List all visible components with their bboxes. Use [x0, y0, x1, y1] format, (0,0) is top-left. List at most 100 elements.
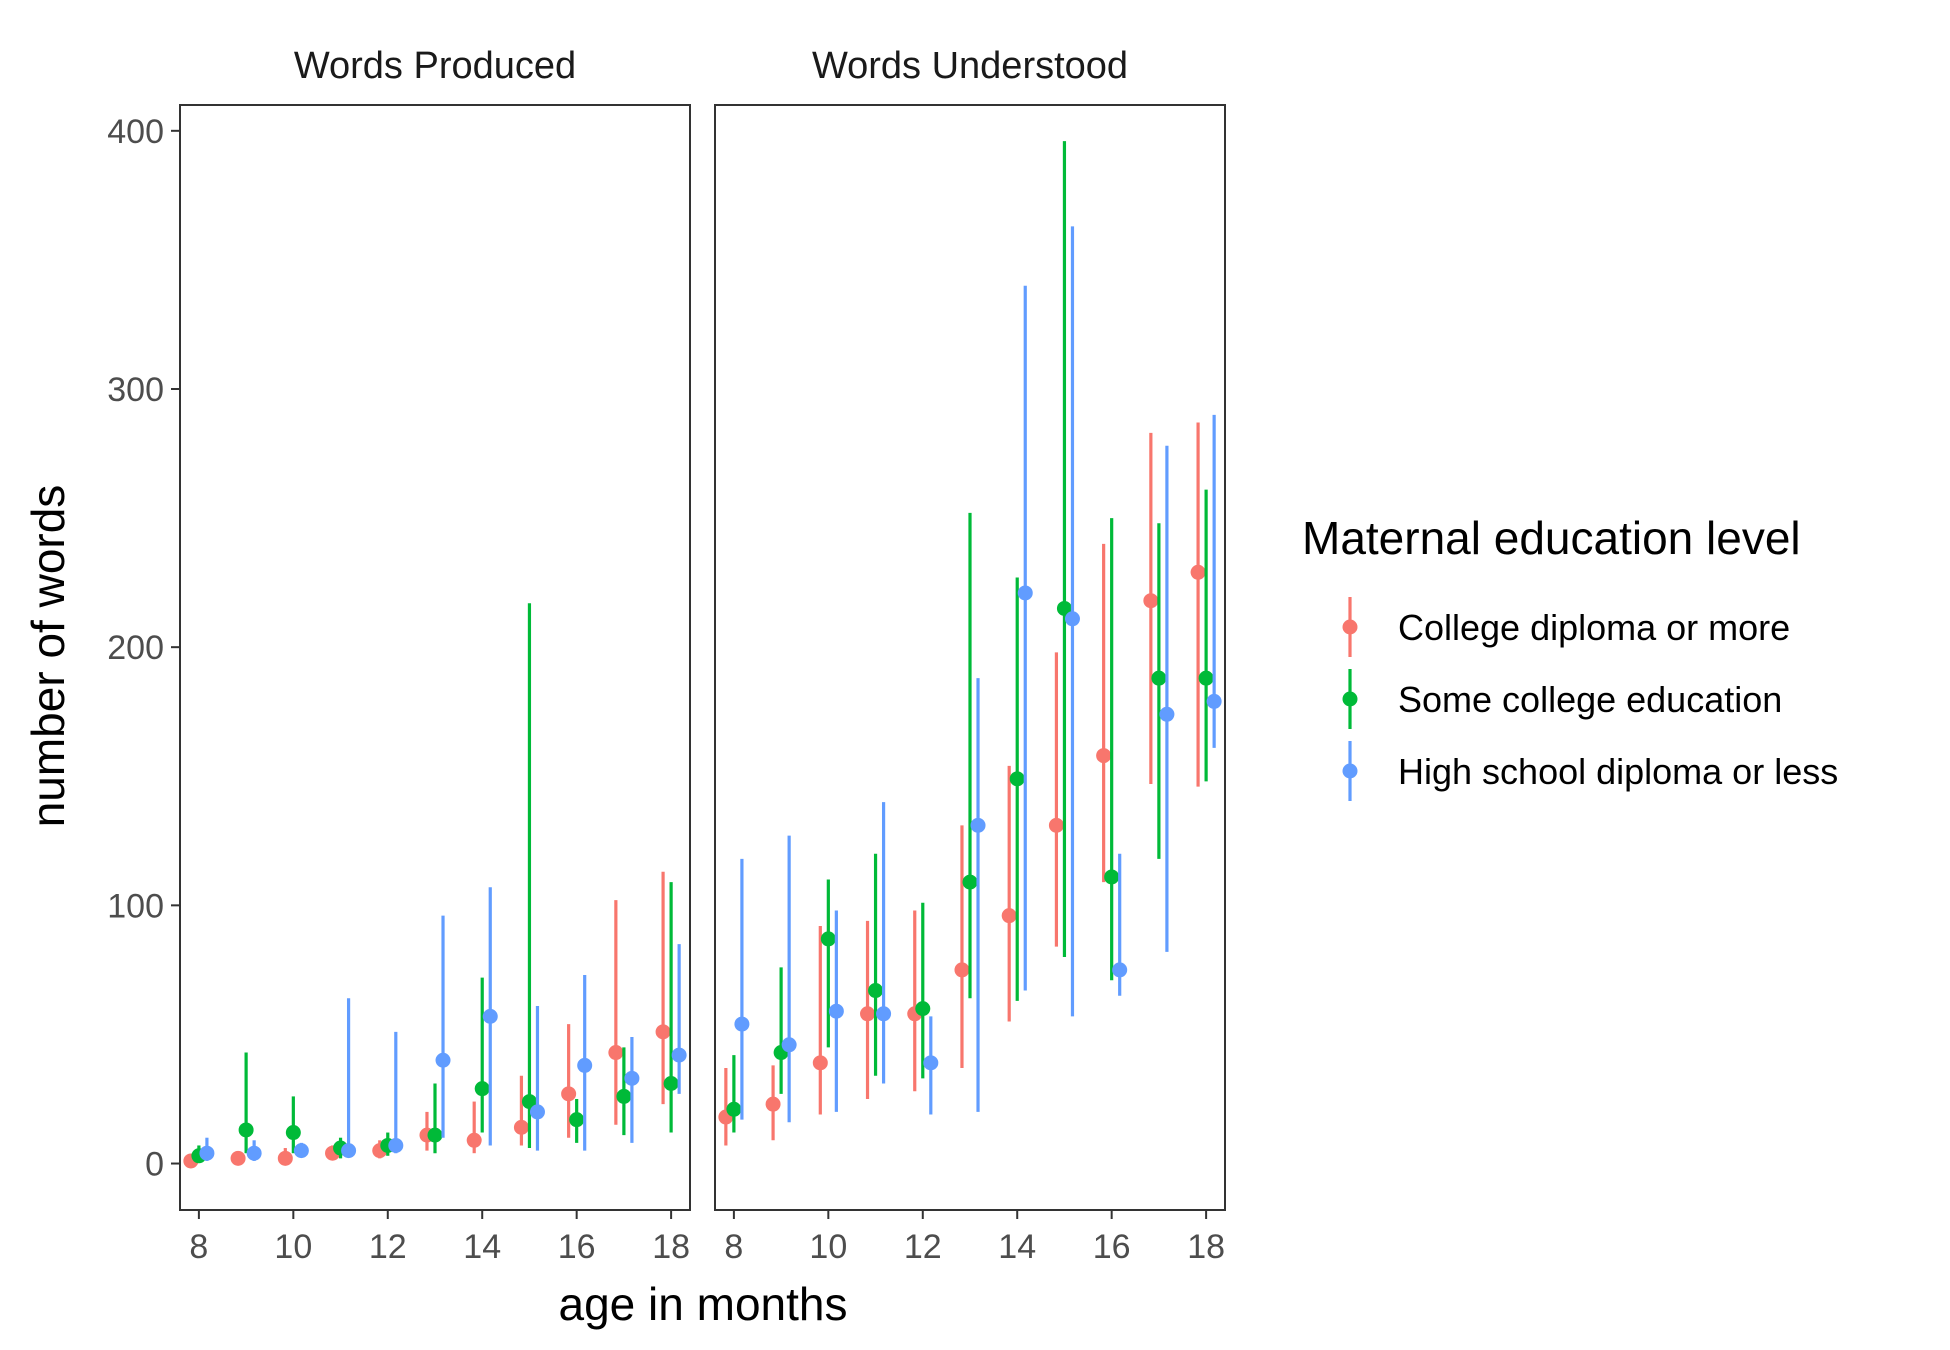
data-point [616, 1088, 632, 1104]
data-point [1056, 600, 1072, 616]
x-tick-label: 8 [189, 1228, 208, 1266]
y-tick-label: 0 [145, 1146, 164, 1184]
data-point [624, 1070, 640, 1086]
series-high-school-diploma-or-less [734, 226, 1222, 1123]
data-point [671, 1047, 687, 1063]
data-point [820, 931, 836, 947]
data-point [1104, 869, 1120, 885]
data-point [285, 1125, 301, 1141]
x-tick-label: 14 [463, 1228, 501, 1266]
data-point [663, 1075, 679, 1091]
data-point [781, 1037, 797, 1053]
legend: Maternal education level College diploma… [1302, 512, 1838, 801]
y-tick-label: 200 [107, 629, 164, 667]
data-point [577, 1057, 593, 1073]
data-point [199, 1145, 215, 1161]
data-point [482, 1008, 498, 1024]
x-tick-label: 10 [809, 1228, 847, 1266]
data-point [1143, 593, 1159, 609]
data-point [341, 1143, 357, 1159]
data-point [1064, 611, 1080, 627]
data-point [1112, 962, 1128, 978]
data-point [1151, 670, 1167, 686]
data-point [293, 1143, 309, 1159]
data-point [876, 1006, 892, 1022]
data-point [1190, 564, 1206, 580]
x-tick-label: 12 [904, 1228, 942, 1266]
panel-title-words-understood: Words Understood [812, 45, 1128, 87]
x-tick-label: 14 [998, 1228, 1036, 1266]
x-tick-label: 16 [1093, 1228, 1131, 1266]
data-point [812, 1055, 828, 1071]
legend-item-some-college-education: Some college education [1342, 669, 1782, 729]
legend-label: Some college education [1398, 679, 1782, 720]
data-point [970, 817, 986, 833]
data-point [1206, 693, 1222, 709]
series-high-school-diploma-or-less [199, 887, 687, 1161]
legend-items: College diploma or more Some college educ… [1342, 597, 1838, 801]
x-tick-label: 18 [1187, 1228, 1225, 1266]
data-point [529, 1104, 545, 1120]
data-point [765, 1096, 781, 1112]
data-point [427, 1127, 443, 1143]
data-point [915, 1001, 931, 1017]
data-point [868, 983, 884, 999]
data-point [923, 1055, 939, 1071]
data-point [726, 1101, 742, 1117]
data-point [388, 1137, 404, 1153]
x-tick-label: 12 [369, 1228, 407, 1266]
panel-border [179, 104, 691, 1211]
data-point [954, 962, 970, 978]
data-point [1159, 706, 1175, 722]
legend-key-point [1342, 763, 1358, 779]
data-point [1017, 585, 1033, 601]
legend-label: College diploma or more [1398, 607, 1790, 648]
data-point [466, 1132, 482, 1148]
panel-title-words-produced: Words Produced [294, 45, 576, 87]
y-tick-label: 300 [107, 371, 164, 409]
x-axis-title: age in months [559, 1278, 848, 1330]
data-point [1048, 817, 1064, 833]
legend-key-point [1342, 691, 1358, 707]
data-point [435, 1052, 451, 1068]
data-point [277, 1150, 293, 1166]
data-point [474, 1081, 490, 1097]
y-tick-label: 400 [107, 113, 164, 151]
series-some-college-education [191, 603, 679, 1164]
legend-item-high-school-diploma-or-less: High school diploma or less [1342, 741, 1838, 801]
data-point [230, 1150, 246, 1166]
series-college-diploma-or-more [183, 871, 671, 1169]
legend-title: Maternal education level [1302, 512, 1801, 564]
data-point [246, 1145, 262, 1161]
series-college-diploma-or-more [718, 422, 1206, 1146]
legend-key-point [1342, 619, 1358, 635]
x-tick-label: 8 [724, 1228, 743, 1266]
data-point [561, 1086, 577, 1102]
data-point [608, 1045, 624, 1061]
data-point [238, 1122, 254, 1138]
y-axis-title: number of words [22, 485, 74, 828]
x-tick-label: 16 [558, 1228, 596, 1266]
legend-label: High school diploma or less [1398, 751, 1838, 792]
panel-words-produced: Words Produced 8 10 12 14 16 18 0 100 200 300 400 [107, 45, 691, 1266]
data-point [734, 1016, 750, 1032]
data-point [860, 1006, 876, 1022]
data-point [655, 1024, 671, 1040]
data-point [1198, 670, 1214, 686]
data-point [828, 1003, 844, 1019]
data-point [1009, 771, 1025, 787]
x-tick-label: 10 [274, 1228, 312, 1266]
data-point [521, 1094, 537, 1110]
panel-words-understood: Words Understood 8 10 12 14 16 18 [714, 45, 1226, 1266]
legend-item-college-diploma-or-more: College diploma or more [1342, 597, 1790, 657]
data-point [569, 1112, 585, 1128]
x-tick-label: 18 [652, 1228, 690, 1266]
data-point [1001, 908, 1017, 924]
y-tick-label: 100 [107, 887, 164, 925]
data-point [1096, 748, 1112, 764]
data-point [513, 1119, 529, 1135]
series-some-college-education [726, 141, 1214, 1133]
data-point [962, 874, 978, 890]
